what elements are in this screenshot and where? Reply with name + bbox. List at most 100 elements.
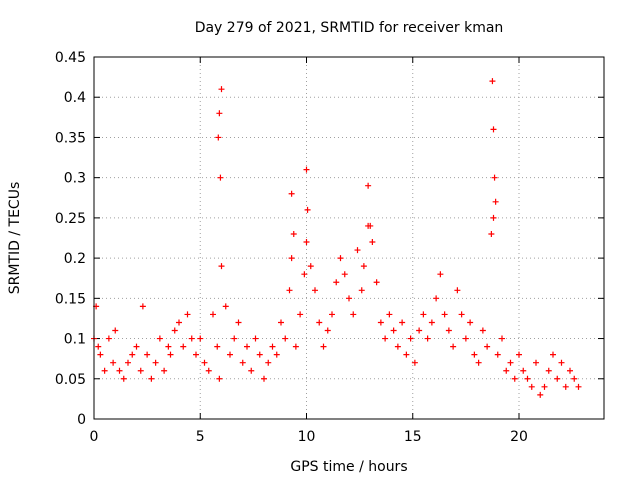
data-point bbox=[129, 351, 136, 358]
data-point bbox=[489, 78, 496, 85]
data-point bbox=[528, 383, 535, 390]
data-point bbox=[218, 86, 225, 93]
data-point bbox=[239, 359, 246, 366]
data-point bbox=[301, 271, 308, 278]
data-point bbox=[210, 311, 216, 318]
data-point bbox=[437, 271, 444, 278]
data-point bbox=[360, 263, 367, 270]
data-point bbox=[97, 351, 104, 358]
data-point bbox=[205, 367, 212, 374]
data-point bbox=[558, 359, 565, 366]
data-point bbox=[244, 343, 250, 350]
y-tick-label: 0.25 bbox=[55, 211, 86, 227]
data-point bbox=[458, 311, 465, 318]
data-point bbox=[554, 375, 561, 382]
x-tick-label: 0 bbox=[90, 429, 99, 445]
data-point bbox=[445, 327, 452, 334]
y-tick-label: 0.35 bbox=[55, 130, 86, 146]
y-tick-label: 0.15 bbox=[55, 291, 86, 307]
data-point bbox=[369, 239, 376, 246]
data-point bbox=[188, 335, 195, 342]
data-point bbox=[358, 287, 365, 294]
data-point bbox=[377, 319, 384, 326]
data-point bbox=[424, 335, 431, 342]
data-point bbox=[269, 343, 276, 350]
data-point bbox=[567, 367, 573, 374]
data-point bbox=[537, 391, 544, 398]
data-point bbox=[265, 359, 272, 366]
data-point bbox=[341, 271, 348, 278]
data-point bbox=[290, 230, 297, 237]
x-tick-label: 20 bbox=[510, 429, 528, 445]
data-point bbox=[324, 327, 331, 334]
data-point bbox=[304, 206, 311, 213]
y-tick-label: 0.45 bbox=[55, 50, 86, 66]
data-point bbox=[303, 166, 310, 173]
data-point bbox=[197, 335, 204, 342]
data-point bbox=[139, 303, 146, 310]
x-tick-label: 15 bbox=[404, 429, 422, 445]
data-point bbox=[227, 351, 233, 358]
y-tick-label: 0 bbox=[77, 412, 86, 428]
data-point bbox=[105, 335, 112, 342]
data-point bbox=[399, 319, 406, 326]
data-point bbox=[428, 319, 435, 326]
data-point bbox=[125, 359, 131, 366]
data-point bbox=[288, 190, 295, 197]
data-point bbox=[545, 367, 552, 374]
data-point bbox=[420, 311, 427, 318]
data-point bbox=[110, 359, 117, 366]
y-tick-label: 0.2 bbox=[64, 251, 86, 267]
data-point bbox=[176, 319, 182, 326]
data-point bbox=[403, 351, 410, 358]
data-point bbox=[562, 383, 569, 390]
x-axis-ticks: 0 5 10 15 20 bbox=[90, 57, 528, 445]
data-point bbox=[286, 287, 293, 294]
data-point bbox=[235, 319, 242, 326]
y-tick-label: 0.3 bbox=[64, 171, 86, 187]
data-point bbox=[297, 311, 304, 318]
data-point bbox=[180, 343, 187, 350]
data-point bbox=[433, 295, 440, 302]
data-point bbox=[454, 287, 461, 294]
y-tick-label: 0.1 bbox=[64, 332, 86, 348]
x-tick-label: 10 bbox=[298, 429, 316, 445]
data-point bbox=[367, 222, 374, 229]
data-point bbox=[95, 343, 102, 350]
data-point bbox=[329, 311, 335, 318]
data-point bbox=[411, 359, 418, 366]
data-point bbox=[467, 319, 474, 326]
data-point bbox=[214, 343, 221, 350]
data-point bbox=[462, 335, 469, 342]
data-point bbox=[278, 319, 284, 326]
data-point bbox=[101, 367, 108, 374]
data-point bbox=[533, 359, 539, 366]
data-point bbox=[282, 335, 289, 342]
x-tick-label: 5 bbox=[196, 429, 205, 445]
data-point bbox=[112, 327, 119, 334]
data-point bbox=[307, 263, 314, 270]
data-point bbox=[148, 375, 155, 382]
data-points bbox=[91, 78, 582, 398]
data-point bbox=[184, 311, 191, 318]
data-point bbox=[248, 367, 255, 374]
data-point bbox=[550, 351, 556, 358]
data-point bbox=[490, 126, 497, 133]
data-point bbox=[216, 110, 223, 117]
data-point bbox=[256, 351, 263, 358]
data-point bbox=[337, 255, 344, 262]
data-point bbox=[218, 263, 225, 270]
data-point bbox=[161, 367, 168, 374]
data-point bbox=[511, 375, 518, 382]
data-point bbox=[333, 279, 340, 286]
data-point bbox=[144, 351, 151, 358]
data-point bbox=[216, 375, 223, 382]
gridlines bbox=[94, 57, 604, 419]
data-point bbox=[346, 295, 352, 302]
data-point bbox=[167, 351, 174, 358]
data-point bbox=[520, 367, 527, 374]
data-point bbox=[231, 335, 238, 342]
data-point bbox=[373, 279, 380, 286]
data-point bbox=[491, 174, 498, 181]
data-point bbox=[475, 359, 482, 366]
